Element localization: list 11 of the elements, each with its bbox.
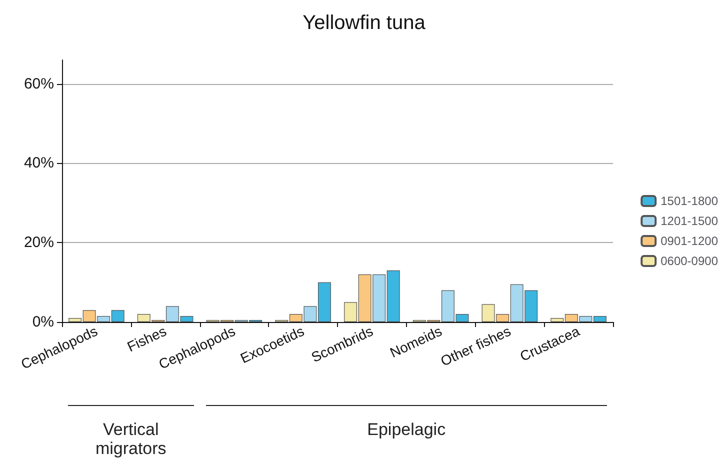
y-tick-label: 60%	[24, 75, 54, 92]
legend-label: 0901-1200	[660, 234, 718, 248]
legend-label: 0600-0900	[660, 254, 718, 268]
y-tick-label: 40%	[24, 154, 54, 172]
text: Epipelagic	[366, 420, 447, 439]
text: Vertical migrators	[94, 420, 168, 458]
y-tick-label: 20%	[24, 234, 54, 252]
legend-label: 1201-1500	[660, 214, 718, 228]
legend-label: 1501-1800	[660, 194, 718, 208]
chart-title: Yellowfin tuna	[302, 12, 426, 34]
y-tick-label: 0%	[32, 314, 54, 330]
